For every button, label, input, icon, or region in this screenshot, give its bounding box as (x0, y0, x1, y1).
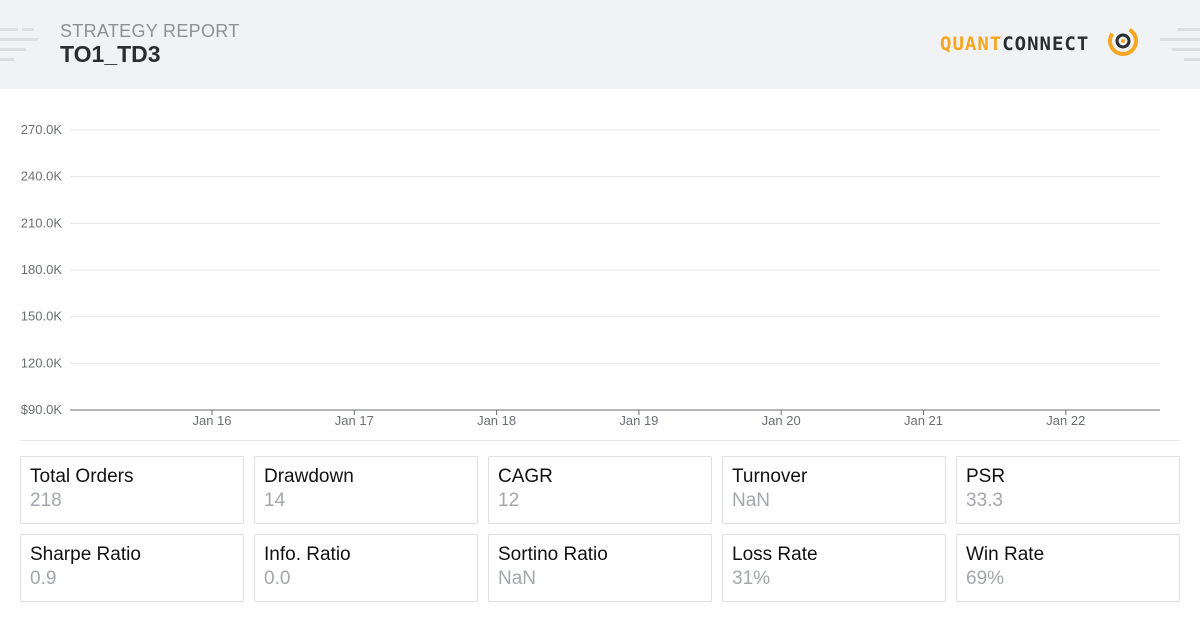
x-tick-label: Jan 16 (192, 413, 231, 428)
y-tick-label: 270.0K (21, 122, 63, 137)
stat-label: Info. Ratio (264, 544, 351, 565)
strategy-title: TO1_TD3 (60, 41, 161, 67)
equity-chart: 270.0K 240.0K 210.0K 180.0K 150.0K 120.0K $90.… (21, 122, 1160, 428)
stat-label: Sortino Ratio (498, 544, 608, 565)
quantconnect-logo: QUANT CONNECT (940, 24, 1138, 64)
stat-label: Turnover (732, 466, 808, 487)
y-tick-label: $90.0K (21, 402, 63, 417)
stat-card-turnover: Turnover NaN (722, 456, 946, 524)
stat-card-total-orders: Total Orders 218 (20, 456, 244, 524)
stat-value: NaN (732, 490, 771, 511)
stat-card-loss-rate: Loss Rate 31% (722, 534, 946, 602)
stat-card-drawdown: Drawdown 14 (254, 456, 478, 524)
decorative-lines-icon (1160, 28, 1200, 61)
x-tick-label: Jan 19 (619, 413, 658, 428)
stat-card-psr: PSR 33.3 (956, 456, 1180, 524)
stat-card-sortino-ratio: Sortino Ratio NaN (488, 534, 712, 602)
stat-value: 0.0 (264, 568, 291, 589)
stat-value: 14 (264, 490, 286, 511)
x-tick-label: Jan 17 (335, 413, 374, 428)
report-header: STRATEGY REPORT TO1_TD3 QUANT CONNECT (0, 0, 1200, 89)
report-type-label: STRATEGY REPORT (60, 21, 240, 41)
stat-label: Total Orders (30, 466, 134, 487)
stat-value: 218 (30, 490, 62, 511)
x-tick-label: Jan 18 (477, 413, 516, 428)
stat-label: Loss Rate (732, 544, 818, 565)
logo-text-connect: CONNECT (1002, 33, 1090, 55)
stat-label: PSR (966, 466, 1006, 487)
stat-value: 33.3 (966, 490, 1003, 511)
y-tick-label: 150.0K (21, 309, 63, 324)
y-tick-label: 180.0K (21, 262, 63, 277)
logo-text-quant: QUANT (940, 33, 1003, 55)
stat-value: 31% (732, 568, 771, 589)
stat-card-win-rate: Win Rate 69% (956, 534, 1180, 602)
stat-card-sharpe-ratio: Sharpe Ratio 0.9 (20, 534, 244, 602)
decorative-lines-icon (0, 28, 38, 61)
stat-value: NaN (498, 568, 537, 589)
stat-card-info-ratio: Info. Ratio 0.0 (254, 534, 478, 602)
y-tick-label: 120.0K (21, 355, 63, 370)
stat-label: Sharpe Ratio (30, 544, 141, 565)
stat-value: 12 (498, 490, 520, 511)
stat-label: Win Rate (966, 544, 1045, 565)
x-tick-label: Jan 21 (904, 413, 943, 428)
y-tick-label: 210.0K (21, 215, 63, 230)
stat-value: 69% (966, 568, 1005, 589)
stat-label: CAGR (498, 466, 553, 487)
y-tick-label: 240.0K (21, 169, 63, 184)
stat-value: 0.9 (30, 568, 57, 589)
stat-label: Drawdown (264, 466, 354, 487)
section-divider (20, 440, 1180, 441)
x-tick-label: Jan 20 (762, 413, 801, 428)
stat-card-cagr: CAGR 12 (488, 456, 712, 524)
quantconnect-logo-icon (1108, 26, 1138, 56)
x-tick-label: Jan 22 (1046, 413, 1085, 428)
